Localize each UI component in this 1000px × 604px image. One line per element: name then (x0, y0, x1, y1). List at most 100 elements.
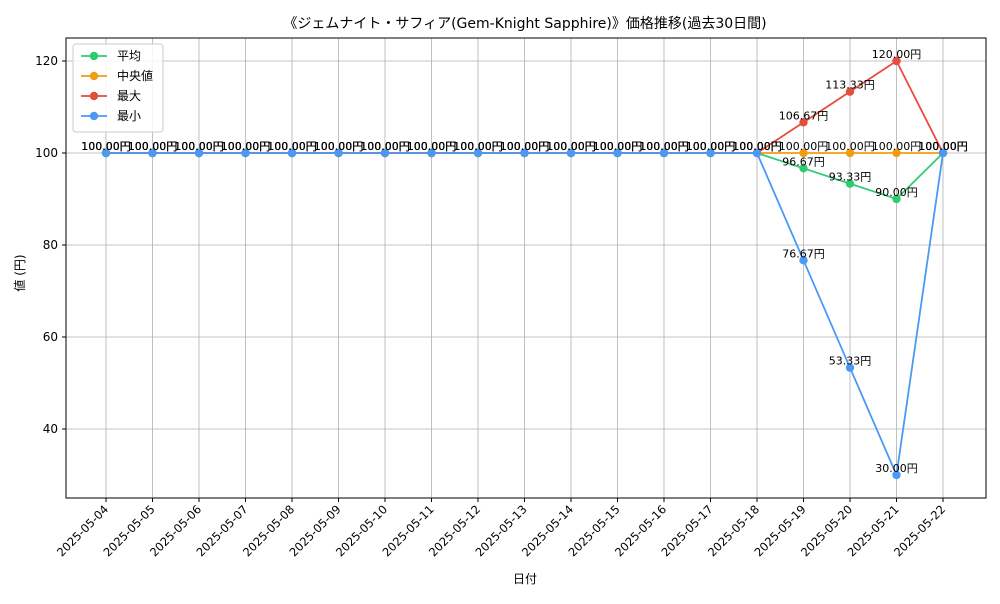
data-point (752, 148, 762, 158)
data-label: 100.00円 (174, 140, 224, 153)
data-label: 100.00円 (593, 140, 643, 153)
x-axis-ticks: 2025-05-042025-05-052025-05-062025-05-07… (54, 498, 948, 559)
data-label: 100.00円 (314, 140, 364, 153)
data-point (148, 148, 157, 158)
data-point (334, 148, 343, 158)
data-point (799, 118, 808, 127)
legend-marker (89, 91, 99, 101)
data-label: 100.00円 (593, 140, 643, 153)
data-label: 100.00円 (825, 140, 875, 153)
legend-box (72, 43, 164, 133)
data-label: 100.00円 (686, 140, 736, 153)
data-label: 100.00円 (174, 140, 224, 153)
data-label: 100.00円 (267, 140, 317, 153)
y-tick-label: 60 (43, 330, 58, 344)
y-tick-label: 40 (43, 422, 58, 436)
data-label: 100.00円 (81, 140, 131, 153)
data-label: 100.00円 (686, 140, 736, 153)
data-label: 100.00円 (546, 140, 596, 153)
data-label: 100.00円 (407, 140, 457, 153)
data-label: 100.00円 (314, 140, 364, 153)
data-label: 100.00円 (174, 140, 224, 153)
data-label: 100.00円 (918, 140, 968, 153)
data-label: 76.67円 (782, 247, 825, 260)
data-label: 100.00円 (407, 140, 457, 153)
data-label: 100.00円 (314, 140, 364, 153)
chart-title: 《ジェムナイト・サフィア(Gem-Knight Sapphire)》価格推移(過… (283, 16, 766, 32)
data-label: 100.00円 (639, 140, 689, 153)
data-labels-1: 100.00円100.00円100.00円100.00円100.00円100.0… (81, 140, 968, 153)
data-label: 100.00円 (267, 140, 317, 153)
plot-frame (65, 37, 987, 499)
data-label: 100.00円 (732, 140, 782, 153)
data-point (938, 148, 948, 158)
data-label: 100.00円 (453, 140, 503, 153)
data-label: 53.33円 (829, 355, 872, 368)
data-label: 100.00円 (314, 140, 364, 153)
y-axis-label: 値 (円) (12, 254, 27, 291)
data-point (706, 148, 715, 158)
data-label: 100.00円 (546, 140, 596, 153)
legend-marker (89, 111, 99, 121)
data-point (473, 148, 483, 158)
data-label: 100.00円 (686, 140, 736, 153)
data-label: 100.00円 (453, 140, 503, 153)
data-label: 100.00円 (639, 140, 689, 153)
data-point (380, 148, 390, 158)
data-label: 30.00円 (875, 462, 918, 475)
data-label: 100.00円 (593, 140, 643, 153)
data-point (845, 363, 855, 372)
data-point (613, 148, 622, 158)
y-tick-label: 120 (35, 54, 58, 68)
data-label: 100.00円 (81, 140, 131, 153)
data-point (287, 148, 297, 158)
grid-lines (66, 38, 986, 498)
data-label: 100.00円 (128, 140, 178, 153)
data-point (799, 148, 808, 158)
data-label: 100.00円 (593, 140, 643, 153)
data-label: 100.00円 (267, 140, 317, 153)
legend-marker (89, 51, 99, 61)
data-label: 100.00円 (872, 140, 922, 153)
data-point (845, 179, 855, 188)
data-labels-0: 100.00円100.00円100.00円100.00円100.00円100.0… (81, 140, 968, 199)
data-label: 100.00円 (360, 140, 410, 153)
data-label: 100.00円 (360, 140, 410, 153)
data-label: 100.00円 (779, 140, 829, 153)
data-point (845, 148, 855, 158)
y-tick-label: 80 (43, 238, 58, 252)
data-point (845, 87, 855, 96)
data-label: 100.00円 (81, 140, 131, 153)
legend-label: 最大 (117, 89, 141, 103)
data-point (520, 148, 529, 158)
data-point (799, 256, 808, 265)
legend-label: 平均 (117, 49, 141, 63)
data-point (659, 148, 669, 158)
data-label: 100.00円 (500, 140, 550, 153)
legend-label: 最小 (117, 109, 141, 123)
data-label: 100.00円 (453, 140, 503, 153)
data-label: 100.00円 (500, 140, 550, 153)
data-label: 100.00円 (546, 140, 596, 153)
data-label: 100.00円 (174, 140, 224, 153)
data-point (892, 194, 901, 204)
data-label: 90.00円 (875, 186, 918, 199)
data-point (427, 148, 436, 158)
data-label: 100.00円 (639, 140, 689, 153)
data-label: 100.00円 (918, 140, 968, 153)
data-label: 100.00円 (267, 140, 317, 153)
data-label: 100.00円 (546, 140, 596, 153)
legend-label: 中央値 (117, 68, 153, 83)
data-label: 100.00円 (221, 140, 271, 153)
data-labels-3: 100.00円100.00円100.00円100.00円100.00円100.0… (81, 140, 968, 475)
y-tick-label: 100 (35, 146, 58, 160)
data-label: 100.00円 (453, 140, 503, 153)
x-axis-label: 日付 (513, 572, 537, 586)
data-point (892, 56, 901, 66)
data-point (566, 148, 576, 158)
data-labels-2: 100.00円100.00円100.00円100.00円100.00円100.0… (81, 48, 968, 153)
data-label: 113.33円 (825, 79, 875, 92)
